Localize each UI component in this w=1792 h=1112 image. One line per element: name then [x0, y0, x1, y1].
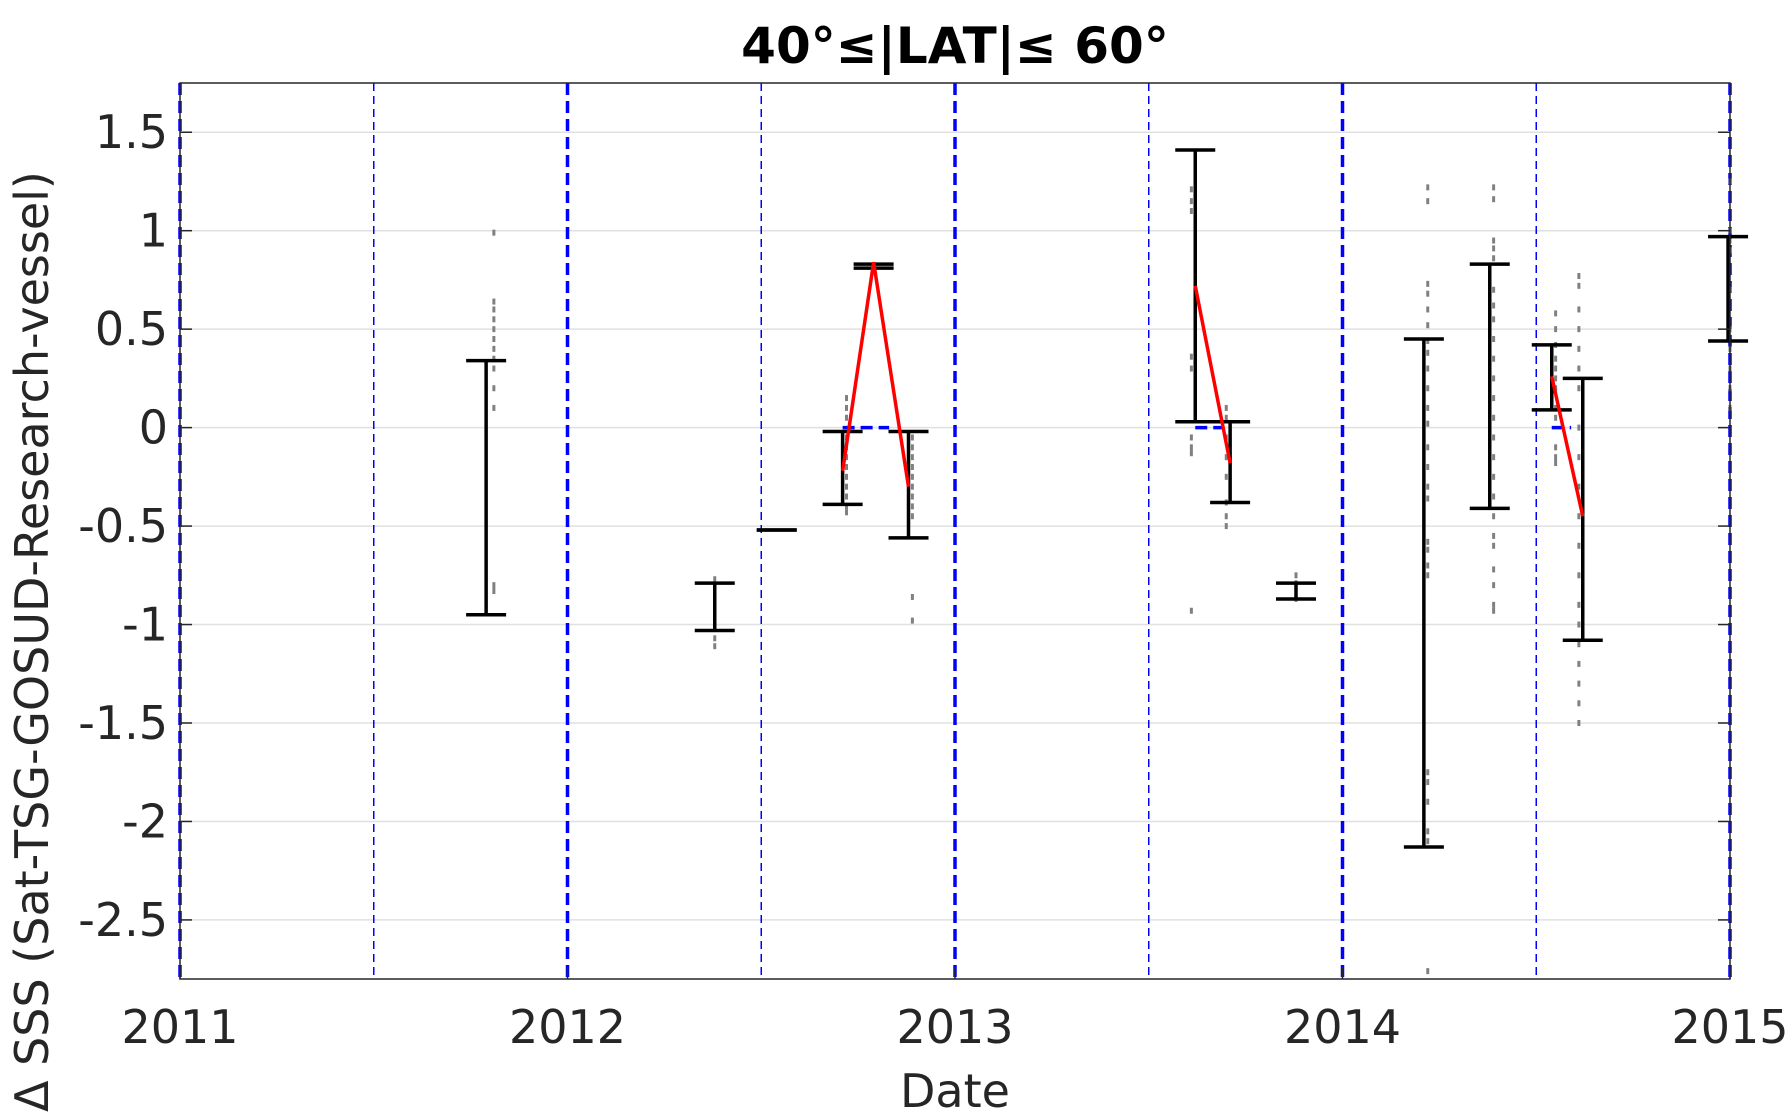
y-tick-label: -2.5: [78, 893, 168, 947]
y-tick-label: 1: [139, 204, 168, 258]
trend-lines: [840, 261, 1585, 517]
y-tick-label: -2: [122, 794, 168, 848]
x-axis-ticks: 2011 2012 2013 2014 2015: [121, 967, 1789, 1054]
x-tick-label: 2011: [121, 1000, 238, 1054]
trend-line: [1193, 285, 1232, 464]
y-tick-label: -0.5: [78, 499, 168, 553]
x-tick-label: 2012: [509, 1000, 626, 1054]
x-tick-label: 2014: [1284, 1000, 1401, 1054]
y-axis-label: Δ SSS (Sat-TSG-GOSUD-Research-vessel): [5, 171, 59, 1112]
x-axis-label: Date: [900, 1064, 1010, 1112]
y-axis-ticks: 1.5 1 0.5 0 -0.5 -1 -1.5 -2 -2.5: [78, 105, 1730, 947]
x-tick-label: 2013: [896, 1000, 1013, 1054]
y-tick-label: -1: [122, 598, 168, 652]
trend-line: [1550, 376, 1585, 517]
y-tick-label: -1.5: [78, 696, 168, 750]
y-tick-label: 1.5: [95, 105, 168, 159]
trend-line: [840, 261, 911, 487]
y-tick-label: 0: [139, 401, 168, 455]
chart-title: 40°≤|LAT|≤ 60°: [741, 17, 1169, 75]
y-tick-label: 0.5: [95, 302, 168, 356]
error-bars: [466, 148, 1749, 849]
x-tick-label: 2015: [1671, 1000, 1788, 1054]
